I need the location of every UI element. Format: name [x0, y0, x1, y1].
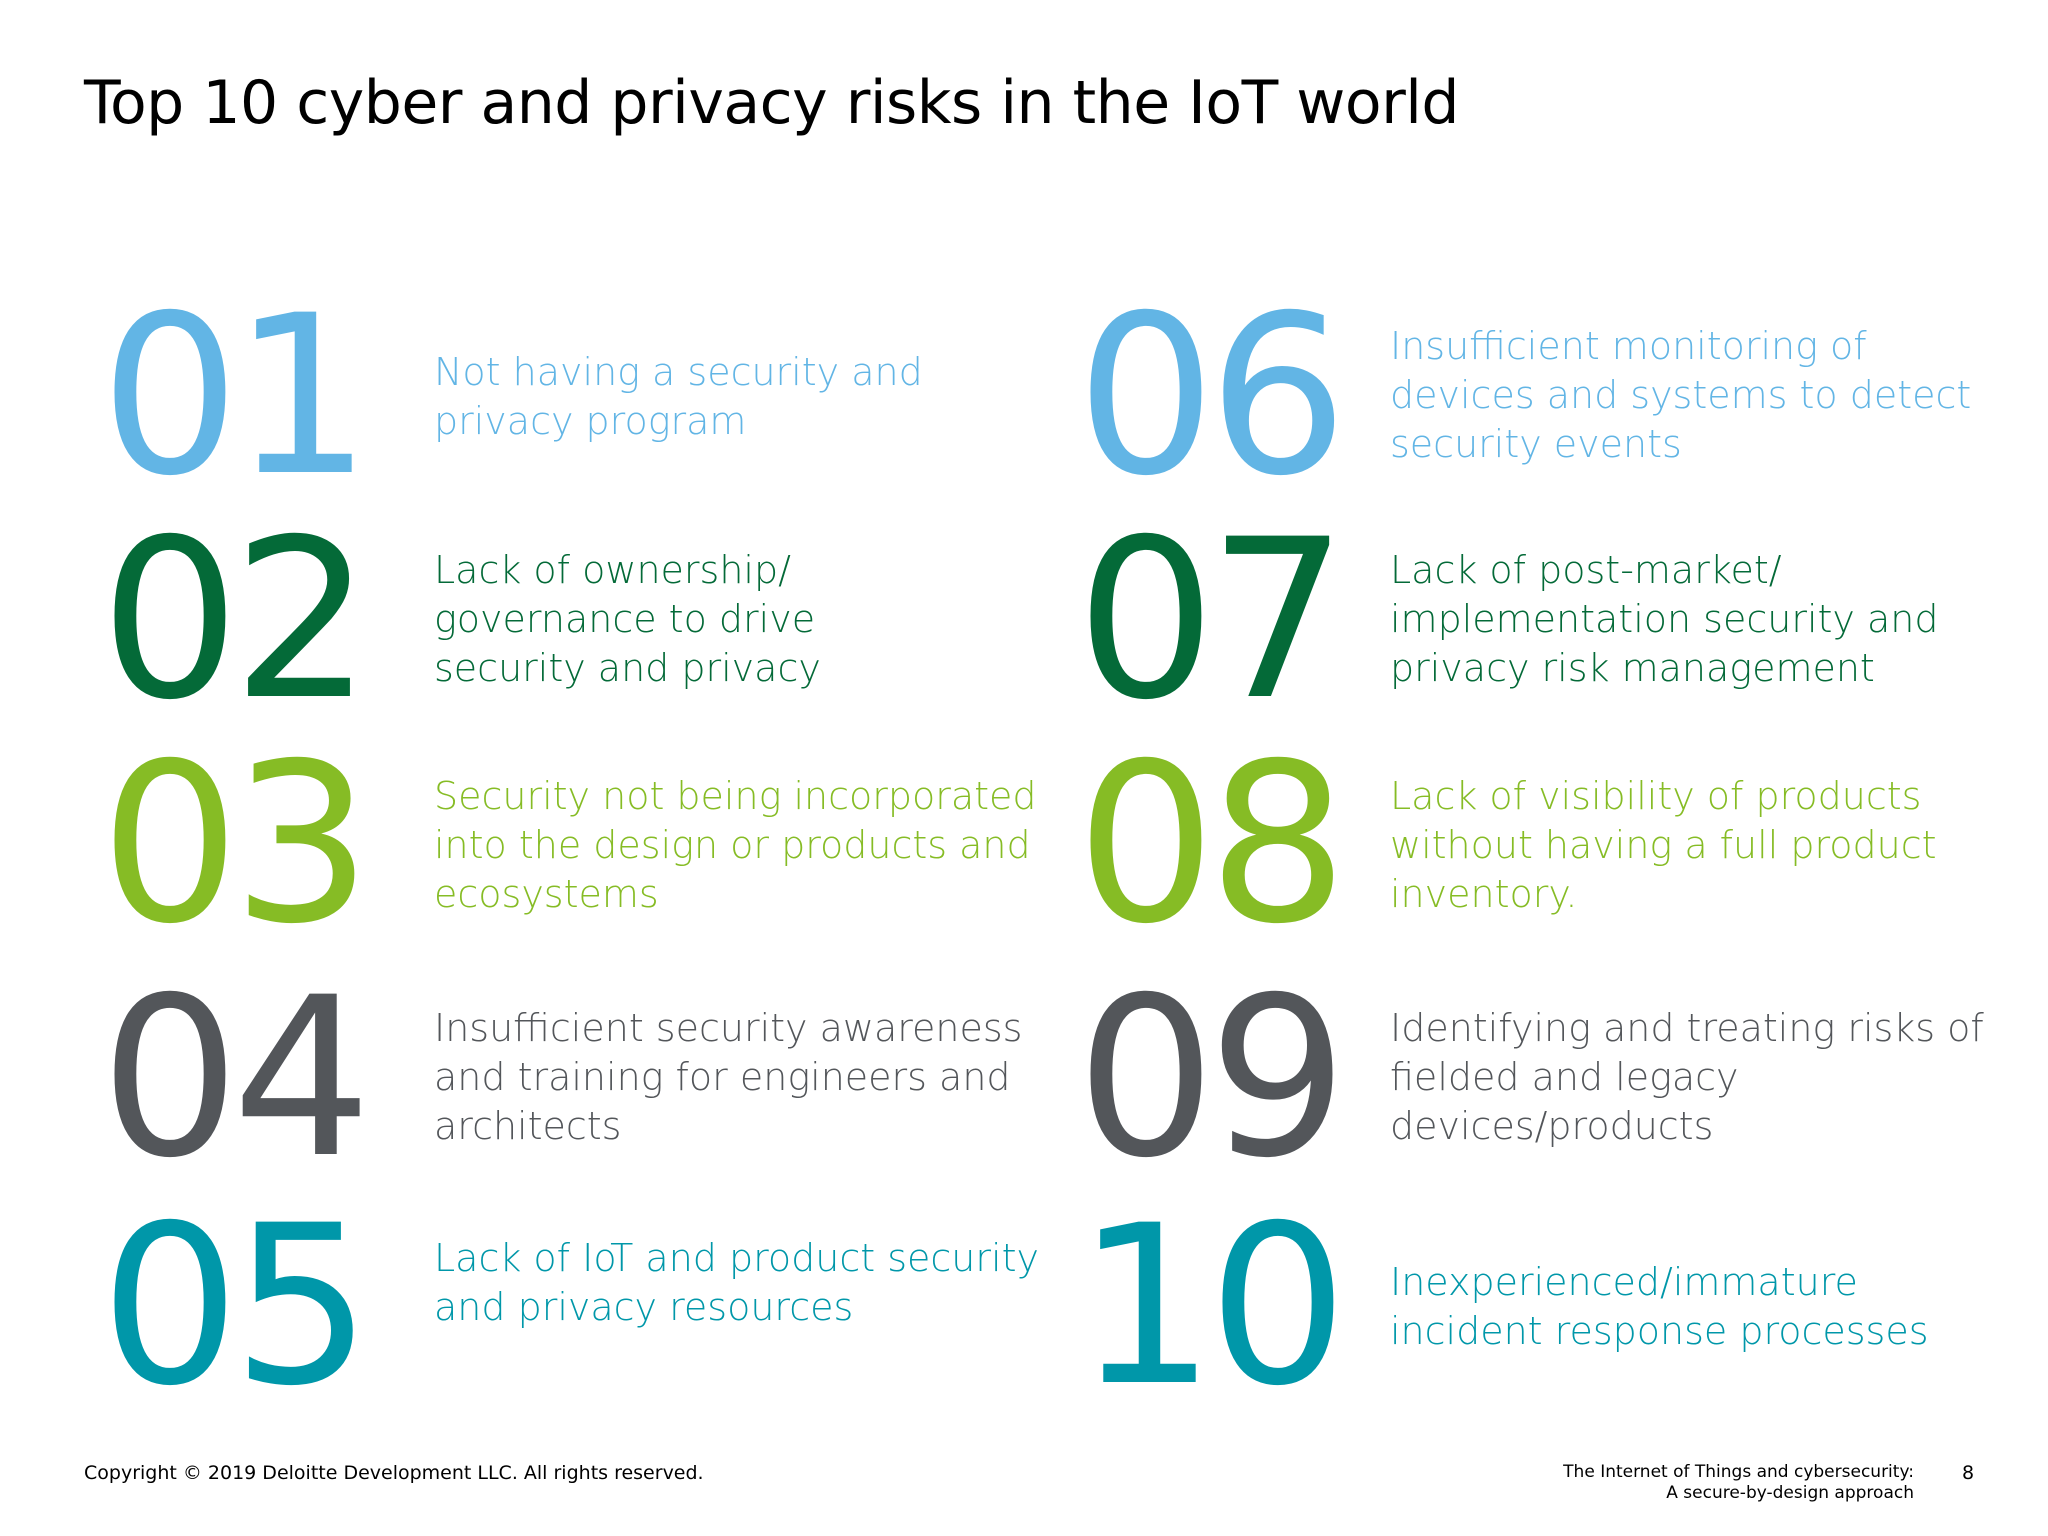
footer-copyright: Copyright © 2019 Deloitte Development LL… [84, 1462, 704, 1484]
risk-item-05: 05 Lack of IoT and product security and … [100, 1178, 1060, 1434]
risk-description: Lack of IoT and product security and pri… [434, 1236, 1039, 1329]
risk-item-07: 07 Lack of post-market/ implementation s… [1076, 492, 2036, 748]
risk-description: Not having a security and privacy progra… [434, 350, 923, 443]
risk-description: Security not being incorporated into the… [434, 774, 1037, 916]
risk-item-04: 04 Insufficient security awareness and t… [100, 950, 1060, 1206]
risk-description: Identifying and treating risks of fielde… [1390, 1006, 1984, 1148]
risk-description: Lack of post-market/ implementation secu… [1390, 548, 1939, 690]
risk-number: 05 [100, 1178, 372, 1434]
risk-item-06: 06 Insufficient monitoring of devices an… [1076, 268, 2036, 524]
page-number: 8 [1962, 1462, 1975, 1484]
risk-number: 04 [100, 950, 372, 1206]
risk-number: 06 [1076, 268, 1348, 524]
risk-number: 09 [1076, 950, 1348, 1206]
risk-description: Lack of visibility of products without h… [1390, 774, 1937, 916]
risk-item-02: 02 Lack of ownership/ governance to driv… [100, 492, 1060, 748]
risk-number: 02 [100, 492, 372, 748]
risk-item-09: 09 Identifying and treating risks of fie… [1076, 950, 2036, 1206]
risk-number: 01 [100, 268, 372, 524]
risk-item-10: 10 Inexperienced/immature incident respo… [1076, 1178, 2036, 1434]
risk-number: 10 [1076, 1178, 1348, 1434]
risk-number: 07 [1076, 492, 1348, 748]
risk-number: 08 [1076, 716, 1348, 972]
risk-description: Lack of ownership/ governance to drive s… [434, 548, 821, 690]
risk-item-01: 01 Not having a security and privacy pro… [100, 268, 1060, 524]
risk-description: Insufficient security awareness and trai… [434, 1006, 1023, 1148]
risk-description: Insufficient monitoring of devices and s… [1390, 324, 1972, 466]
risk-description: Inexperienced/immature incident response… [1390, 1260, 1929, 1353]
slide-title: Top 10 cyber and privacy risks in the Io… [84, 68, 1460, 138]
risk-number: 03 [100, 716, 372, 972]
risk-item-03: 03 Security not being incorporated into … [100, 716, 1060, 972]
risk-item-08: 08 Lack of visibility of products withou… [1076, 716, 2036, 972]
footer-document-title: The Internet of Things and cybersecurity… [1563, 1462, 1914, 1503]
